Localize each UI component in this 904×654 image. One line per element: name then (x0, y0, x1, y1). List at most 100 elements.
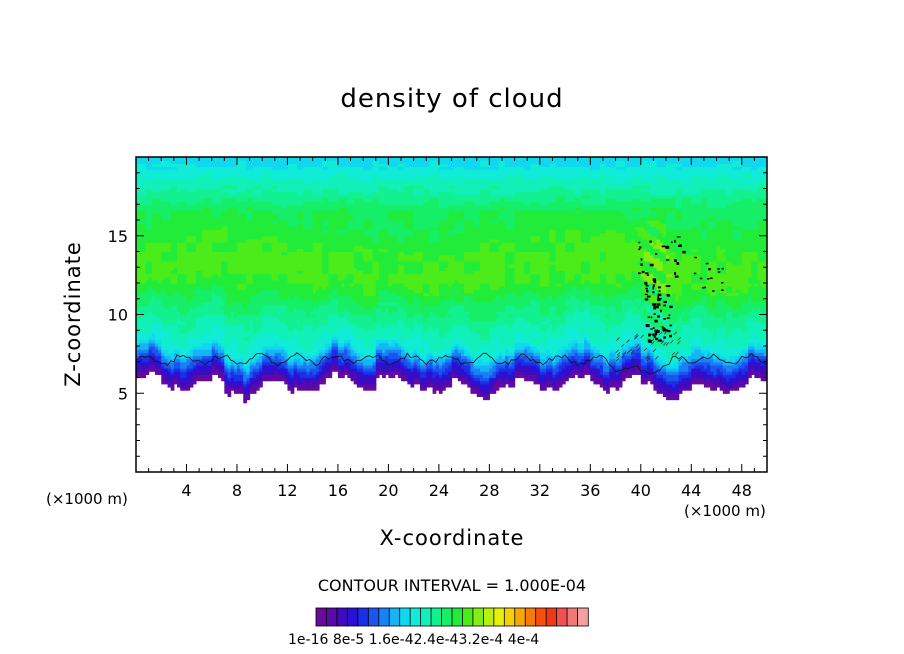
field-cell (227, 191, 232, 196)
field-cell (183, 320, 188, 325)
field-cell (243, 232, 248, 237)
field-cell (233, 245, 238, 249)
field-cell (277, 364, 282, 369)
field-cell (183, 289, 188, 294)
field-cell (186, 336, 191, 341)
field-cell (214, 273, 219, 278)
field-cell (192, 311, 197, 316)
field-cell (243, 194, 248, 199)
field-cell (218, 358, 222, 363)
field-cell (167, 305, 172, 309)
field-cell (139, 305, 143, 309)
field-cell (233, 361, 238, 366)
field-cell (161, 270, 165, 275)
field-cell (173, 349, 178, 353)
field-cell (208, 197, 213, 202)
field-cell (139, 283, 143, 287)
field-cell (167, 264, 172, 268)
field-cell (233, 320, 238, 325)
field-cell (255, 179, 260, 183)
field-cell (252, 191, 257, 196)
field-cell (236, 204, 241, 208)
field-cell (154, 305, 159, 309)
field-cell (170, 383, 175, 388)
field-cell (284, 163, 289, 168)
field-cell (177, 371, 181, 375)
field-cell (233, 182, 238, 186)
field-cell (255, 185, 260, 190)
field-cell (265, 191, 270, 196)
field-cell (211, 226, 216, 231)
field-cell (211, 245, 216, 249)
field-cell (274, 289, 279, 294)
field-cell (202, 371, 206, 375)
field-cell (164, 229, 169, 234)
field-cell (277, 157, 282, 161)
field-cell (290, 361, 295, 366)
field-cell (158, 226, 162, 231)
field-cell (236, 257, 241, 262)
field-cell (145, 166, 150, 171)
field-cell (274, 235, 279, 240)
field-cell (287, 235, 292, 240)
field-cell (290, 352, 295, 357)
field-cell (246, 355, 251, 360)
field-cell (243, 346, 248, 350)
field-cell (274, 286, 279, 290)
field-cell (246, 371, 251, 375)
field-cell (224, 248, 229, 253)
field-cell (180, 279, 184, 284)
field-cell (262, 279, 266, 284)
field-cell (224, 235, 229, 240)
field-cell (290, 305, 295, 309)
field-cell (180, 220, 184, 224)
field-cell (192, 175, 197, 180)
field-cell (262, 248, 266, 253)
field-cell (154, 223, 159, 227)
field-cell (183, 188, 188, 193)
field-cell (259, 349, 263, 353)
field-cell (183, 377, 188, 382)
field-cell (262, 232, 266, 237)
field-cell (195, 342, 200, 347)
field-cell (259, 260, 263, 265)
field-cell (208, 201, 213, 205)
field-cell (249, 229, 254, 234)
field-cell (142, 260, 147, 265)
field-cell (139, 346, 143, 350)
field-cell (246, 197, 251, 202)
field-cell (164, 333, 169, 338)
field-cell (284, 289, 289, 294)
field-cell (271, 185, 276, 190)
field-cell (208, 235, 213, 240)
field-cell (151, 260, 156, 265)
field-cell (199, 157, 203, 161)
field-cell (195, 377, 200, 382)
field-cell (281, 295, 285, 300)
field-cell (281, 323, 285, 328)
field-cell (284, 169, 289, 174)
field-cell (230, 333, 235, 338)
field-cell (173, 254, 178, 259)
field-cell (268, 292, 273, 297)
field-cell (195, 238, 200, 243)
field-cell (249, 188, 254, 193)
field-cell (265, 160, 270, 164)
field-cell (205, 279, 210, 284)
field-cell (243, 386, 248, 391)
field-cell (211, 292, 216, 297)
field-cell (227, 175, 232, 180)
field-cell (287, 264, 292, 268)
field-cell (189, 157, 194, 161)
field-cell (214, 333, 219, 338)
field-cell (243, 223, 248, 227)
field-cell (205, 317, 210, 322)
field-cell (167, 292, 172, 297)
field-cell (281, 286, 285, 290)
field-cell (183, 352, 188, 357)
field-cell (284, 267, 289, 271)
field-cell (224, 257, 229, 262)
field-cell (262, 197, 266, 202)
field-cell (246, 232, 251, 237)
field-cell (265, 349, 270, 353)
